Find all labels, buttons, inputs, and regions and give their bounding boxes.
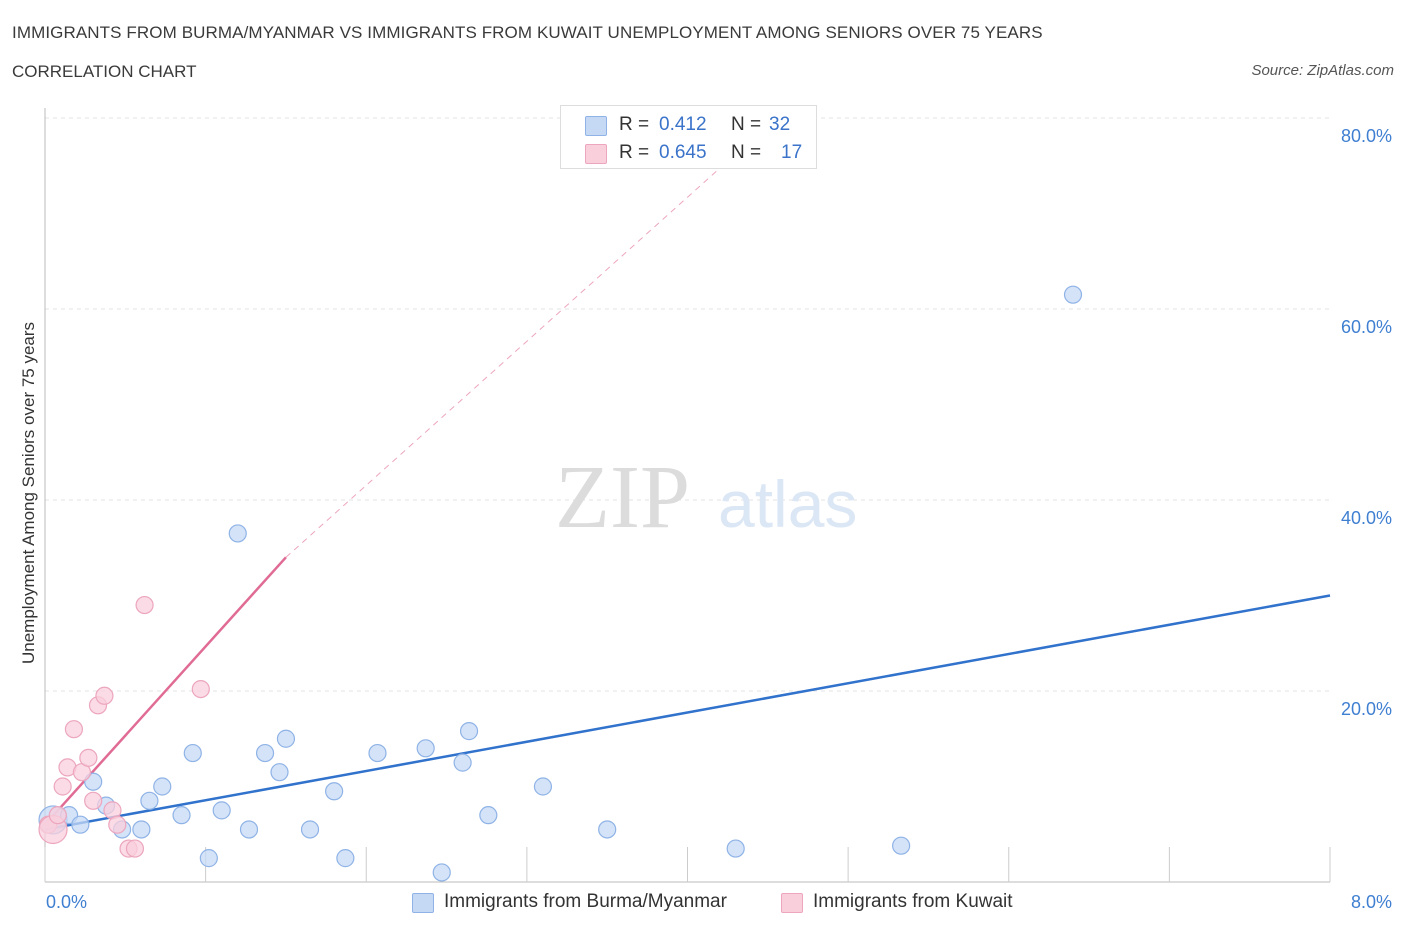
legend-n-label: N = <box>731 142 762 163</box>
burma-point <box>336 849 355 868</box>
legend-swatch-burma <box>585 116 607 136</box>
burma-point <box>140 791 159 810</box>
legend-r-label: R = <box>619 114 650 135</box>
burma-point <box>153 777 172 796</box>
burma-point <box>453 753 472 772</box>
burma-point <box>199 849 218 868</box>
burma-point <box>270 763 289 782</box>
kuwait-trend-extension <box>285 117 777 558</box>
burma-point <box>479 806 498 825</box>
burma-point <box>1063 285 1083 304</box>
legend-swatch-kuwait <box>585 144 607 164</box>
y-tick-label: 40.0% <box>1341 508 1392 528</box>
kuwait-point <box>108 815 127 834</box>
kuwait-point <box>48 806 67 825</box>
burma-point <box>892 836 911 855</box>
legend-r-value: 0.412 <box>659 114 707 135</box>
bottom-legend-swatch-kuwait <box>781 893 803 913</box>
y-axis-label: Unemployment Among Seniors over 75 years <box>19 322 38 664</box>
burma-point <box>132 820 151 839</box>
x-tick-label: 0.0% <box>46 892 87 912</box>
burma-point <box>239 820 259 839</box>
legend-n-value: 17 <box>781 142 803 163</box>
y-tick-label: 20.0% <box>1341 699 1392 719</box>
legend-r-label: R = <box>619 142 650 163</box>
chart-title: IMMIGRANTS FROM BURMA/MYANMAR VS IMMIGRA… <box>12 23 1043 42</box>
kuwait-point <box>191 679 210 699</box>
bottom-legend-label-burma: Immigrants from Burma/Myanmar <box>444 891 727 912</box>
kuwait-point <box>64 720 84 739</box>
burma-point <box>228 524 247 543</box>
y-tick-label: 80.0% <box>1341 126 1392 146</box>
burma-trend-line <box>44 594 1331 831</box>
burma-point <box>300 820 320 839</box>
kuwait-point <box>79 748 98 767</box>
watermark-zip: ZIP <box>555 448 690 547</box>
burma-point <box>71 815 90 834</box>
kuwait-point <box>84 791 103 810</box>
correlation-legend: R = 0.412 N = 32 R = 0.645 N = 17 <box>560 105 817 169</box>
burma-point <box>459 722 479 741</box>
x-tick-label: 8.0% <box>1351 892 1392 912</box>
kuwait-point <box>53 777 72 796</box>
axes <box>44 108 1331 883</box>
bottom-legend-label-kuwait: Immigrants from Kuwait <box>813 891 1013 912</box>
data-points <box>38 285 1083 882</box>
kuwait-point <box>95 686 114 705</box>
source-credit: Source: ZipAtlas.com <box>1251 62 1394 79</box>
burma-point <box>726 839 745 858</box>
burma-point <box>255 743 275 763</box>
chart-subtitle: CORRELATION CHART <box>12 62 197 81</box>
burma-point <box>172 806 191 825</box>
grid-lines <box>45 117 1330 692</box>
burma-point <box>368 743 387 763</box>
burma-point <box>212 801 231 820</box>
y-tick-label: 60.0% <box>1341 317 1392 337</box>
burma-point <box>183 743 202 763</box>
kuwait-point <box>125 839 145 858</box>
burma-point <box>432 863 451 882</box>
burma-point <box>325 782 344 801</box>
legend-n-value: 32 <box>769 114 791 135</box>
burma-point <box>598 820 617 839</box>
tick-labels: 20.0% 40.0% 60.0% 80.0% 0.0% 8.0% <box>46 126 1392 912</box>
bottom-legend-swatch-burma <box>412 893 434 913</box>
burma-point <box>416 739 435 758</box>
legend-n-label: N = <box>731 114 762 135</box>
watermark: ZIP atlas <box>555 448 857 547</box>
legend-r-value: 0.645 <box>659 142 707 163</box>
kuwait-point <box>135 595 154 615</box>
burma-point <box>533 777 553 796</box>
burma-point <box>276 729 296 748</box>
watermark-atlas: atlas <box>718 467 857 541</box>
